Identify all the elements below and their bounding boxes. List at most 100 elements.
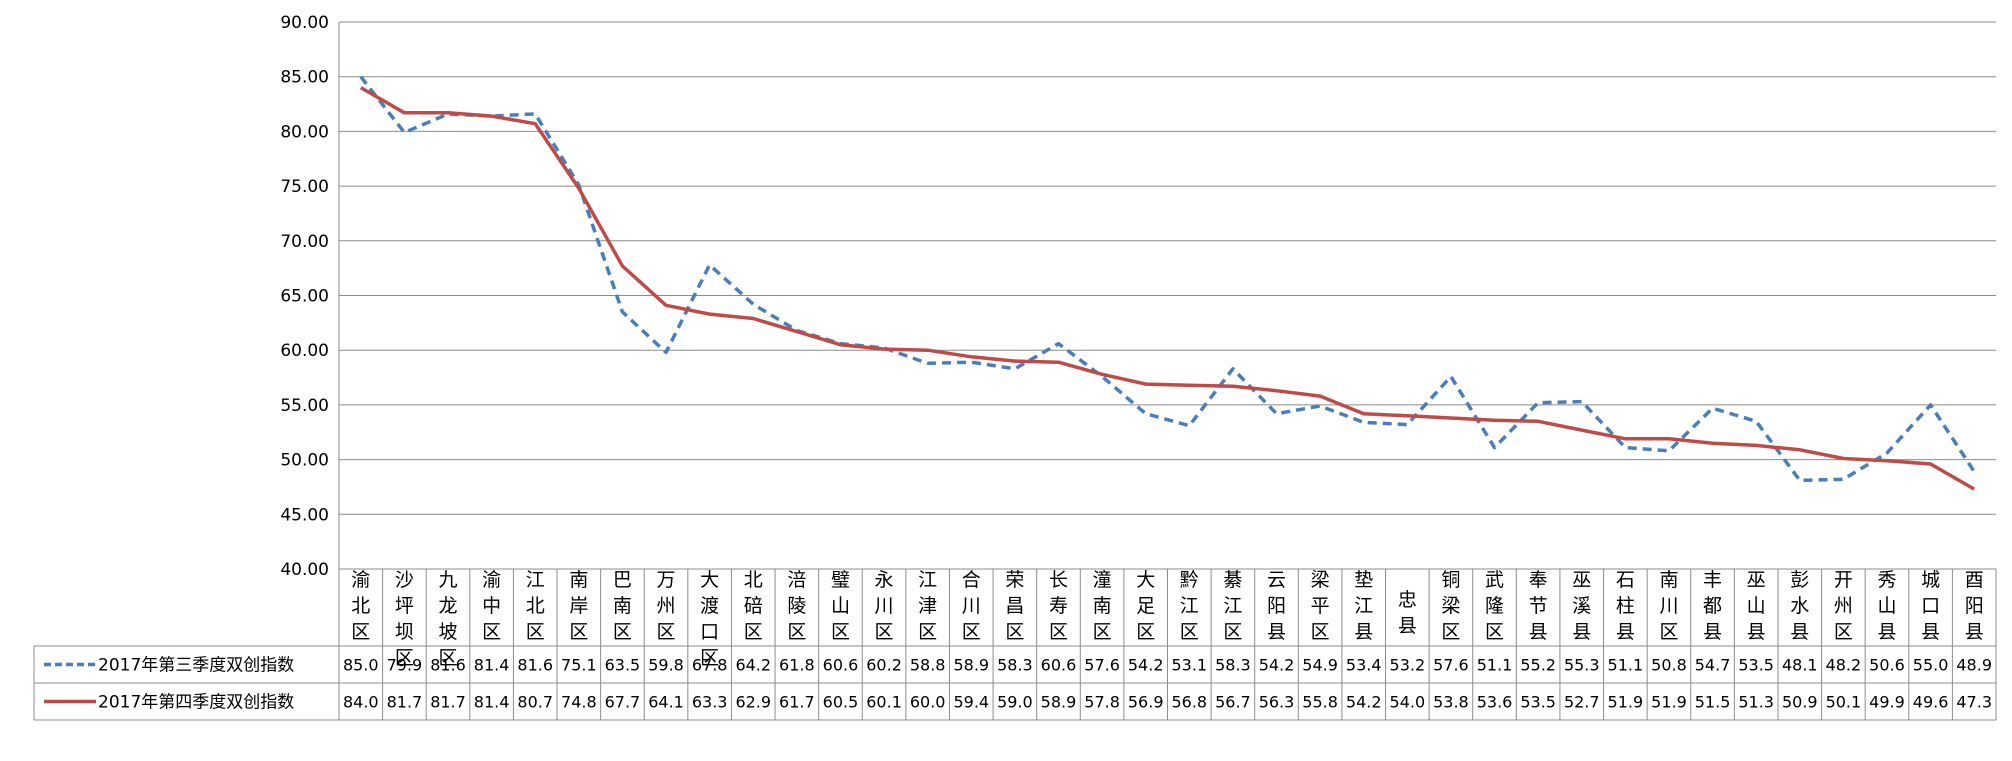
x-category-label: 渝北区 [351,569,370,643]
data-value-label: 63.3 [692,693,728,712]
x-category-label: 秀山县 [1877,569,1896,643]
data-value-label: 62.9 [735,693,771,712]
data-value-label: 58.3 [997,656,1033,675]
data-value-label: 47.3 [1956,693,1992,712]
data-point [1972,470,1976,474]
y-tick-label: 75.00 [280,177,329,197]
data-point [1754,419,1758,423]
data-value-label: 57.6 [1433,656,1469,675]
data-value-label: 49.9 [1869,693,1905,712]
data-value-label: 51.1 [1477,656,1513,675]
data-value-label: 54.2 [1259,656,1295,675]
data-point [1536,401,1540,405]
x-category-label: 潼南区 [1093,569,1112,643]
data-value-label: 64.2 [735,656,771,675]
x-category-label: 忠县 [1398,589,1417,637]
data-value-label: 61.8 [779,656,815,675]
legend-label: 2017年第四季度双创指数 [98,693,294,713]
data-value-label: 54.2 [1346,693,1382,712]
data-value-label: 51.9 [1651,693,1687,712]
data-point [1405,423,1409,427]
x-category-label: 九龙坡区 [439,569,458,669]
data-value-label: 81.6 [517,656,553,675]
x-category-label: 永川区 [875,569,894,643]
data-value-label: 59.4 [953,693,989,712]
x-category-label: 沙坪坝区 [395,569,414,669]
x-category-label: 武隆区 [1485,569,1504,643]
data-value-label: 61.7 [779,693,815,712]
data-point [1318,404,1322,408]
data-value-label: 55.3 [1564,656,1600,675]
data-value-label: 59.8 [648,656,684,675]
x-category-label: 黔江区 [1180,569,1199,643]
data-value-label: 53.1 [1171,656,1207,675]
data-point [664,350,668,354]
y-tick-label: 50.00 [280,451,329,471]
y-tick-label: 90.00 [280,13,329,33]
x-category-label: 长寿区 [1049,569,1068,643]
data-value-label: 60.5 [823,693,859,712]
data-point [1841,477,1845,481]
data-point [1580,400,1584,404]
data-point [1187,424,1191,428]
data-value-label: 56.9 [1128,693,1164,712]
data-value-label: 48.1 [1782,656,1818,675]
data-value-label: 48.2 [1826,656,1862,675]
data-value-label: 80.7 [517,693,553,712]
data-value-label: 74.8 [561,693,597,712]
data-point [1362,420,1366,424]
data-value-label: 53.5 [1520,693,1556,712]
y-axis: 40.00 45.00 50.00 55.00 60.00 65.00 70.00 75.00… [280,13,340,580]
x-category-label: 云阳县 [1267,569,1286,643]
data-value-label: 81.7 [430,693,466,712]
data-value-label: 81.6 [430,656,466,675]
x-category-label: 丰都县 [1703,569,1722,643]
data-value-label: 81.4 [474,693,510,712]
data-point [359,75,363,79]
x-category-label: 酉阳县 [1965,569,1984,643]
data-value-label: 50.9 [1782,693,1818,712]
data-point [926,361,930,365]
y-tick-label: 80.00 [280,122,329,142]
data-value-label: 51.9 [1608,693,1644,712]
x-category-label: 梁平区 [1311,569,1330,643]
series-line [359,86,1976,491]
data-value-label: 53.2 [1390,656,1426,675]
x-category-label: 江北区 [526,569,545,643]
x-category-label: 巴南区 [613,569,632,643]
data-value-label: 60.1 [866,693,902,712]
data-value-label: 53.6 [1477,693,1513,712]
data-value-label: 57.6 [1084,656,1120,675]
data-value-label: 54.9 [1302,656,1338,675]
y-tick-label: 60.00 [280,341,329,361]
data-value-label: 56.3 [1259,693,1295,712]
data-value-label: 53.5 [1738,656,1774,675]
y-tick-label: 70.00 [280,232,329,252]
data-point [1275,412,1279,416]
data-value-label: 60.6 [1041,656,1077,675]
x-category-label: 璧山区 [831,569,850,643]
data-point [969,360,973,364]
data-value-label: 85.0 [343,656,379,675]
gridlines [339,21,1996,570]
x-category-label: 巫溪县 [1572,569,1591,643]
x-category-label: 垫江县 [1354,569,1373,643]
x-category-label: 北碚区 [744,569,763,643]
x-category-label: 石柱县 [1616,569,1635,643]
data-value-label: 54.2 [1128,656,1164,675]
data-point [1929,403,1933,407]
data-value-label: 49.6 [1913,693,1949,712]
data-point [1144,412,1148,416]
data-point [1231,367,1235,371]
series-line [359,75,1976,483]
x-category-label: 南川区 [1659,569,1678,643]
data-value-label: 84.0 [343,693,379,712]
data-point [1711,406,1715,410]
data-point [708,263,712,267]
x-category-label: 涪陵区 [787,569,806,643]
data-value-label: 67.8 [692,656,728,675]
x-category-label: 合川区 [962,569,981,643]
data-point [1013,367,1017,371]
data-value-label: 56.7 [1215,693,1251,712]
x-category-label: 荣昌区 [1005,569,1024,643]
